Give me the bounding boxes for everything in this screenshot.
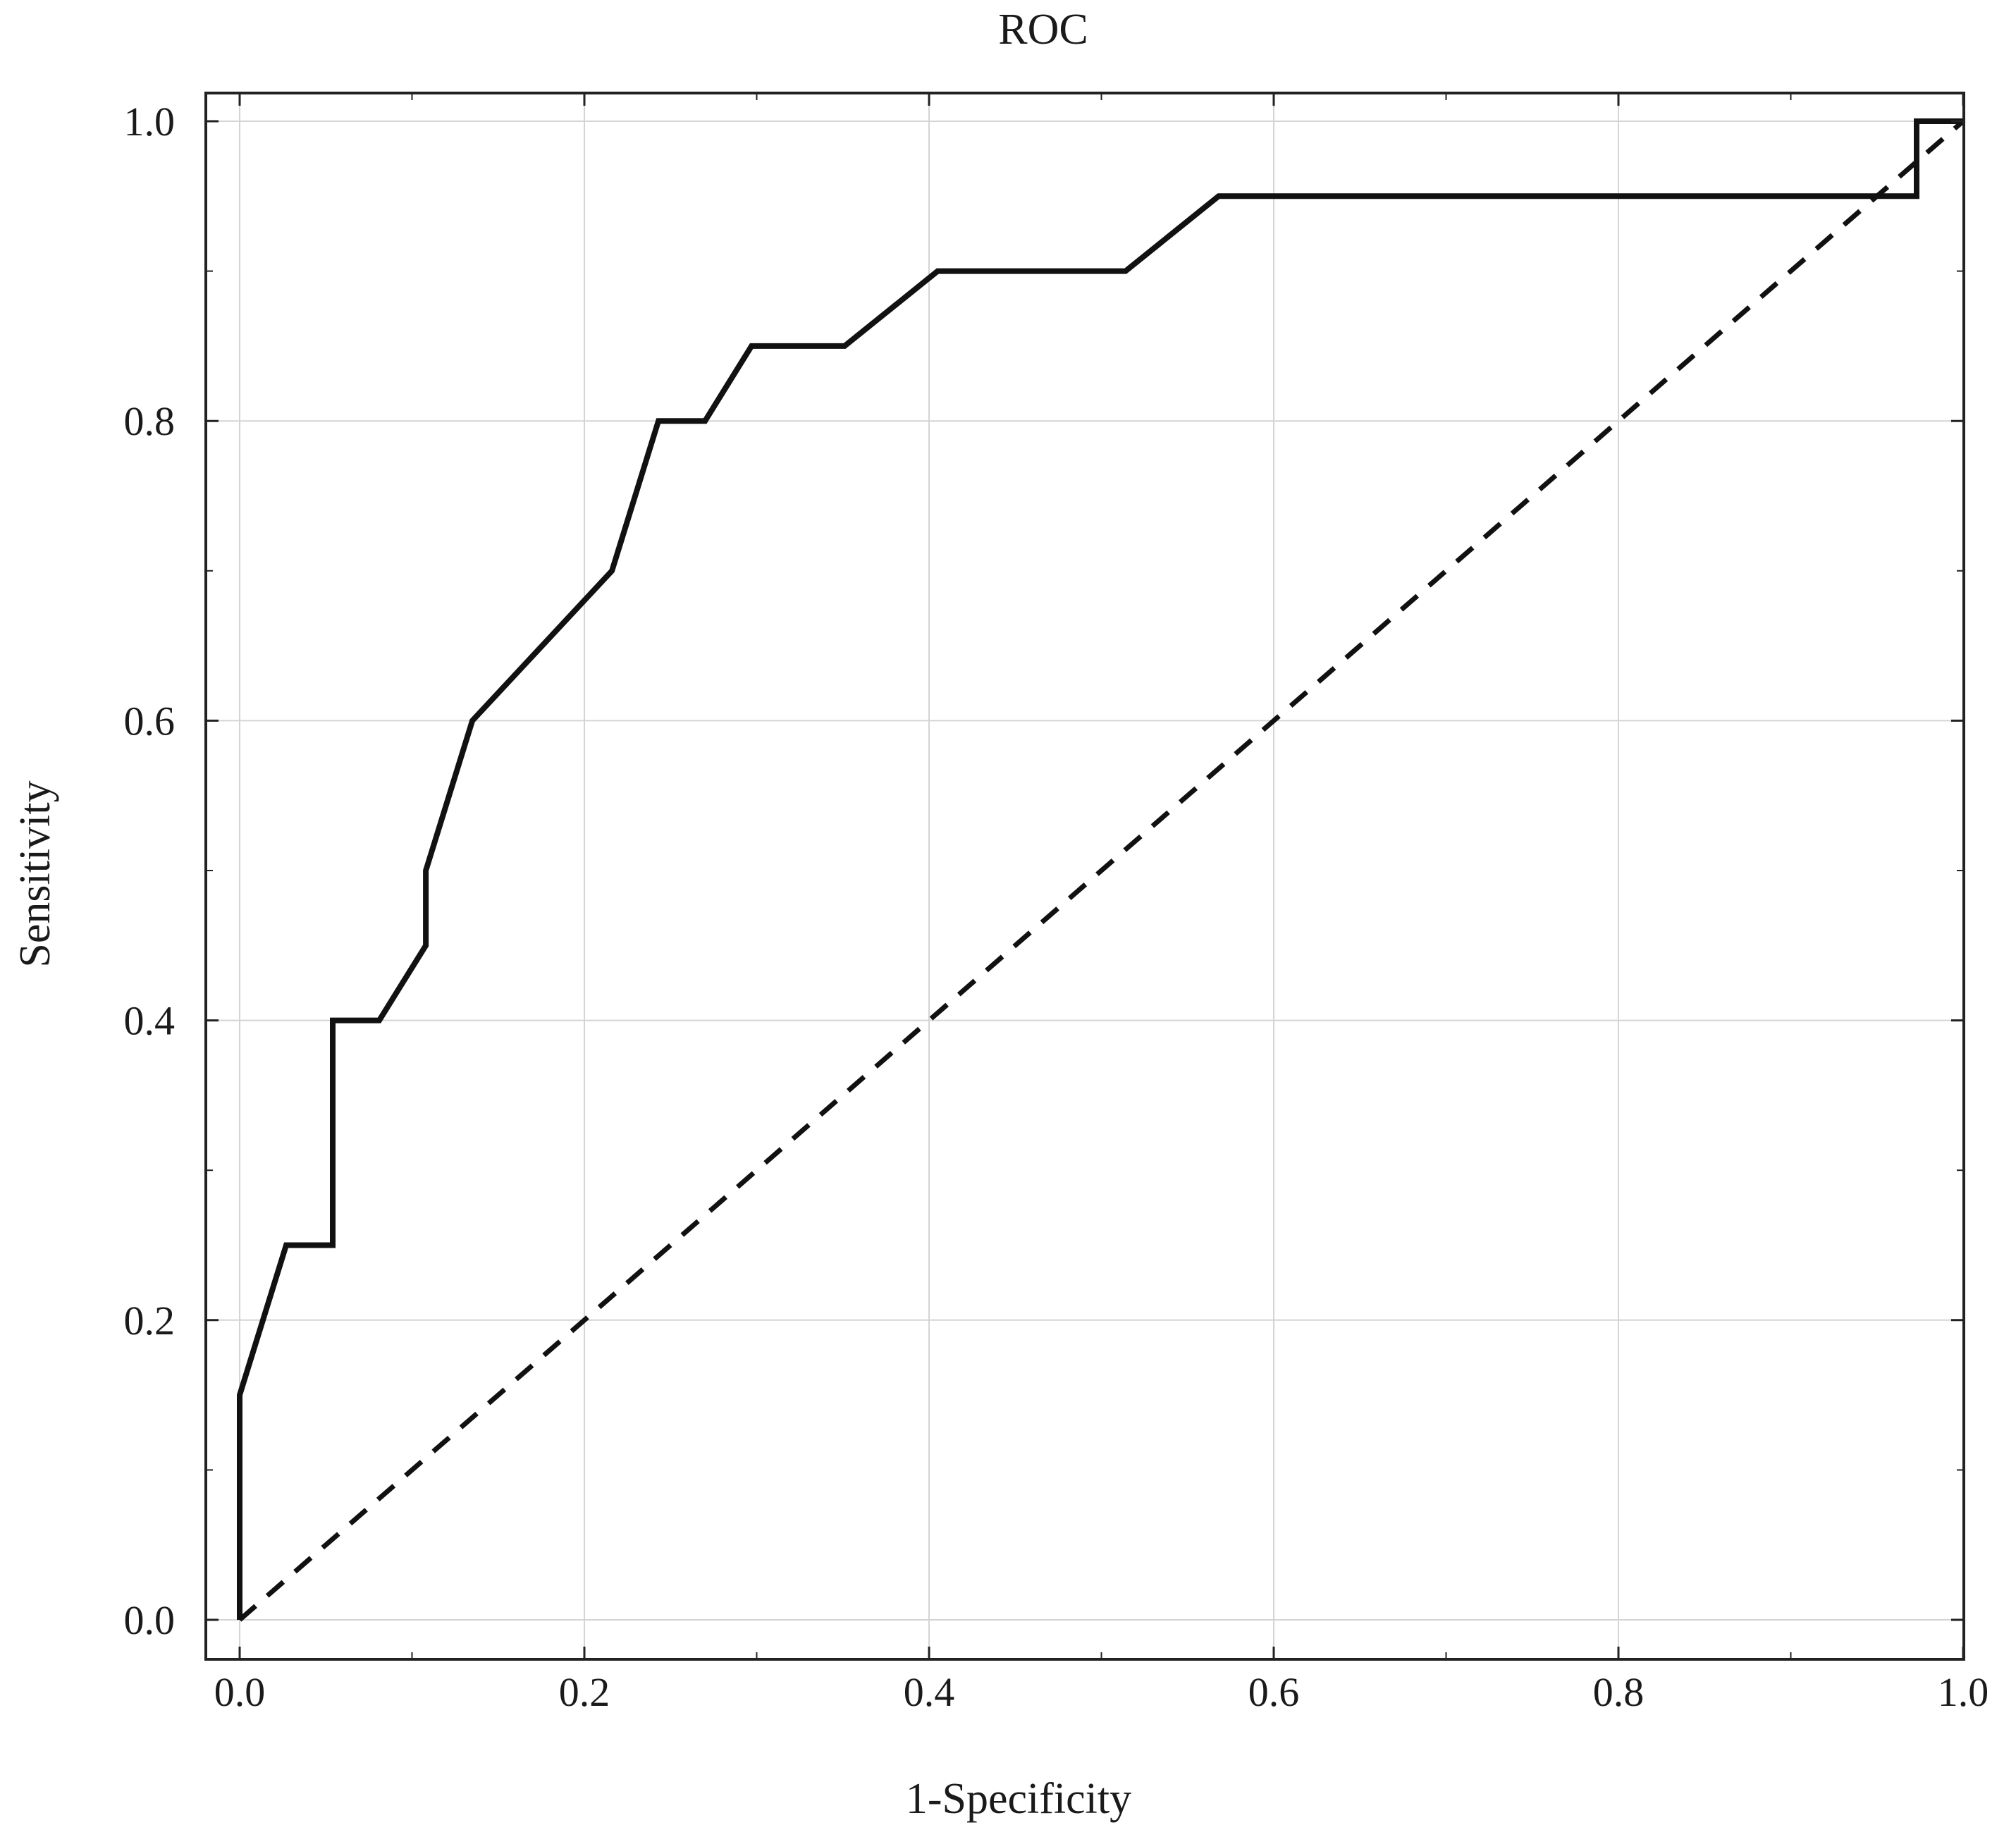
- grid: [206, 93, 1964, 1659]
- roc-curve-line: [237, 118, 1963, 1620]
- y-tick-label: 0.0: [124, 1597, 176, 1643]
- series-group: [237, 118, 1965, 1622]
- y-tick-label: 0.2: [124, 1298, 176, 1344]
- y-tick-label: 0.4: [124, 998, 176, 1044]
- x-tick-label: 0.8: [1593, 1669, 1645, 1715]
- x-tick-label: 0.2: [559, 1669, 610, 1715]
- x-axis-label: 1-Specificity: [906, 1775, 1131, 1823]
- x-tick-label: 0.6: [1248, 1669, 1300, 1715]
- x-tick-label: 1.0: [1938, 1669, 1989, 1715]
- y-tick-label: 0.6: [124, 698, 176, 744]
- reference-diagonal-line: [238, 119, 1965, 1622]
- x-tick-label: 0.4: [904, 1669, 955, 1715]
- y-tick-label: 0.8: [124, 398, 176, 444]
- y-axis-label: Sensitivity: [11, 780, 59, 967]
- chart-title: ROC: [998, 6, 1088, 54]
- plot-frame: [204, 92, 1965, 1661]
- y-tick-label: 1.0: [124, 99, 176, 145]
- ticks: 0.0 0.2 0.4 0.6 0.8 1.0 0.0 0.2 0.4 0.6 0.8 1.0: [124, 93, 1989, 1715]
- x-tick-label: 0.0: [214, 1669, 266, 1715]
